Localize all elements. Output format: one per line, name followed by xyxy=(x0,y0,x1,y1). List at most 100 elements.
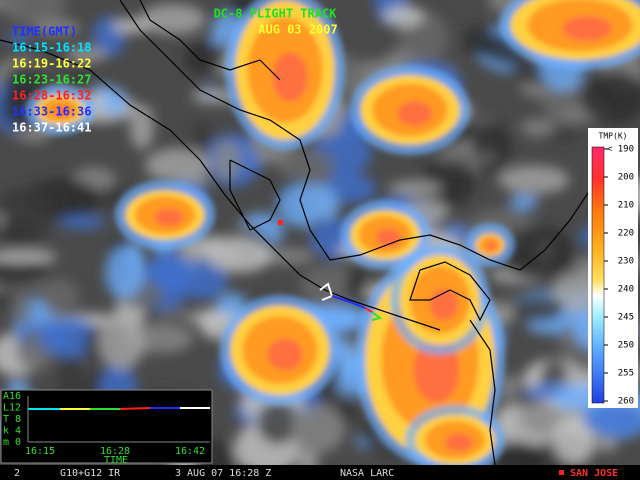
legend-entry: 16:37-16:41 xyxy=(12,121,91,135)
cloud-top xyxy=(445,433,473,452)
legend-entry: 16:28-16:32 xyxy=(12,89,91,103)
cloud xyxy=(105,246,144,299)
date: AUG 03 2007 xyxy=(258,23,337,37)
colorbar xyxy=(591,146,605,404)
track-segment xyxy=(364,307,373,313)
cloud xyxy=(212,140,241,181)
legend-entry: 16:19-16:22 xyxy=(12,57,91,71)
cloud xyxy=(103,88,127,116)
colorbar-label: 230 xyxy=(618,257,634,267)
cold-tops xyxy=(25,0,640,475)
colorbar-label: 245 xyxy=(618,313,634,323)
cloud-top xyxy=(155,208,183,227)
cloud xyxy=(597,436,617,452)
colorbar-title: TMP(K) xyxy=(599,132,628,141)
cloud-top xyxy=(562,16,612,41)
inset-y-label: m 0 xyxy=(3,437,21,448)
cloud xyxy=(421,153,475,208)
coastlines xyxy=(0,0,591,466)
cloud xyxy=(66,47,107,62)
cloud xyxy=(40,315,98,358)
frame-number: 2 xyxy=(14,468,20,479)
colorbar-label: < 190 xyxy=(607,145,634,155)
cloud xyxy=(207,238,272,273)
cloud xyxy=(148,249,191,292)
cloud-top xyxy=(272,52,308,102)
cloud xyxy=(290,404,345,454)
colorbar-labels: < 190 200 210 220 230 240 245 250 255 260 xyxy=(604,145,634,407)
cloud xyxy=(462,25,497,56)
cloud xyxy=(184,40,225,75)
inset-x-label: 16:42 xyxy=(175,446,205,457)
cloud xyxy=(38,278,79,311)
coastline xyxy=(0,39,441,331)
cloud xyxy=(501,225,574,281)
image-time: 3 AUG 07 16:28 Z xyxy=(175,468,271,479)
cloud xyxy=(561,321,578,357)
colorbar-label: 250 xyxy=(618,341,634,351)
cloud xyxy=(471,121,512,174)
cloud xyxy=(59,216,106,229)
cloud xyxy=(499,374,519,397)
cloud xyxy=(12,292,33,326)
cloud xyxy=(382,5,424,27)
inset-x-label: 16:15 xyxy=(25,446,55,457)
coastline xyxy=(409,261,491,322)
inset-x-label: 16:28 xyxy=(100,446,130,457)
san-jose-marker xyxy=(278,220,283,225)
cloud xyxy=(256,401,300,445)
cloud xyxy=(324,173,376,203)
inset-y-label: L12 xyxy=(3,403,21,414)
cloud xyxy=(154,308,199,321)
cloud xyxy=(129,103,154,150)
colorbar-label: 210 xyxy=(618,201,634,211)
sensor: G10+G12 IR xyxy=(60,468,121,479)
cloud xyxy=(512,295,565,322)
cloud xyxy=(258,248,315,265)
flight-track xyxy=(319,282,383,321)
cloud xyxy=(581,70,640,125)
cloud xyxy=(0,194,51,207)
cloud xyxy=(140,4,206,35)
cloud-top xyxy=(376,228,401,247)
colorbar-label: 200 xyxy=(618,173,634,183)
cloud xyxy=(111,18,152,34)
lake xyxy=(229,159,281,231)
colorbar-label: 255 xyxy=(618,369,634,379)
cloud xyxy=(0,250,58,263)
cloud-top xyxy=(53,106,72,117)
track-segment xyxy=(319,282,334,301)
legend-title: TIME(GMT) xyxy=(12,25,77,39)
cloud xyxy=(145,147,210,183)
cloud xyxy=(583,402,640,438)
track-segment xyxy=(371,311,383,321)
alt-segment xyxy=(119,407,151,410)
cloud xyxy=(8,31,31,45)
legend-entry: 16:23-16:27 xyxy=(12,73,91,87)
footer-bar xyxy=(0,465,640,480)
legend-entry: 16:33-16:36 xyxy=(12,105,91,119)
cloud xyxy=(388,180,442,196)
legend-entry: 16:15-16:18 xyxy=(12,41,91,55)
cloud xyxy=(192,120,214,149)
inset-y-label: k 4 xyxy=(3,426,21,437)
cloud-top xyxy=(397,101,433,126)
track-segment xyxy=(331,295,366,309)
marker-label: SAN JOSE xyxy=(570,468,618,479)
colorbar-label: 240 xyxy=(618,285,634,295)
coastline xyxy=(119,0,591,271)
altitude-inset xyxy=(0,389,213,464)
cloud xyxy=(275,147,336,181)
cloud xyxy=(498,165,570,194)
border xyxy=(139,0,281,81)
legend: 16:15-16:18 16:19-16:22 16:23-16:27 16:28-1… xyxy=(12,41,91,135)
coastline xyxy=(469,319,496,466)
source: NASA LARC xyxy=(340,468,394,479)
cloud xyxy=(520,118,555,137)
cloud xyxy=(509,194,539,210)
title: DC-8 FLIGHT TRACK xyxy=(214,7,338,21)
cloud xyxy=(33,18,81,36)
